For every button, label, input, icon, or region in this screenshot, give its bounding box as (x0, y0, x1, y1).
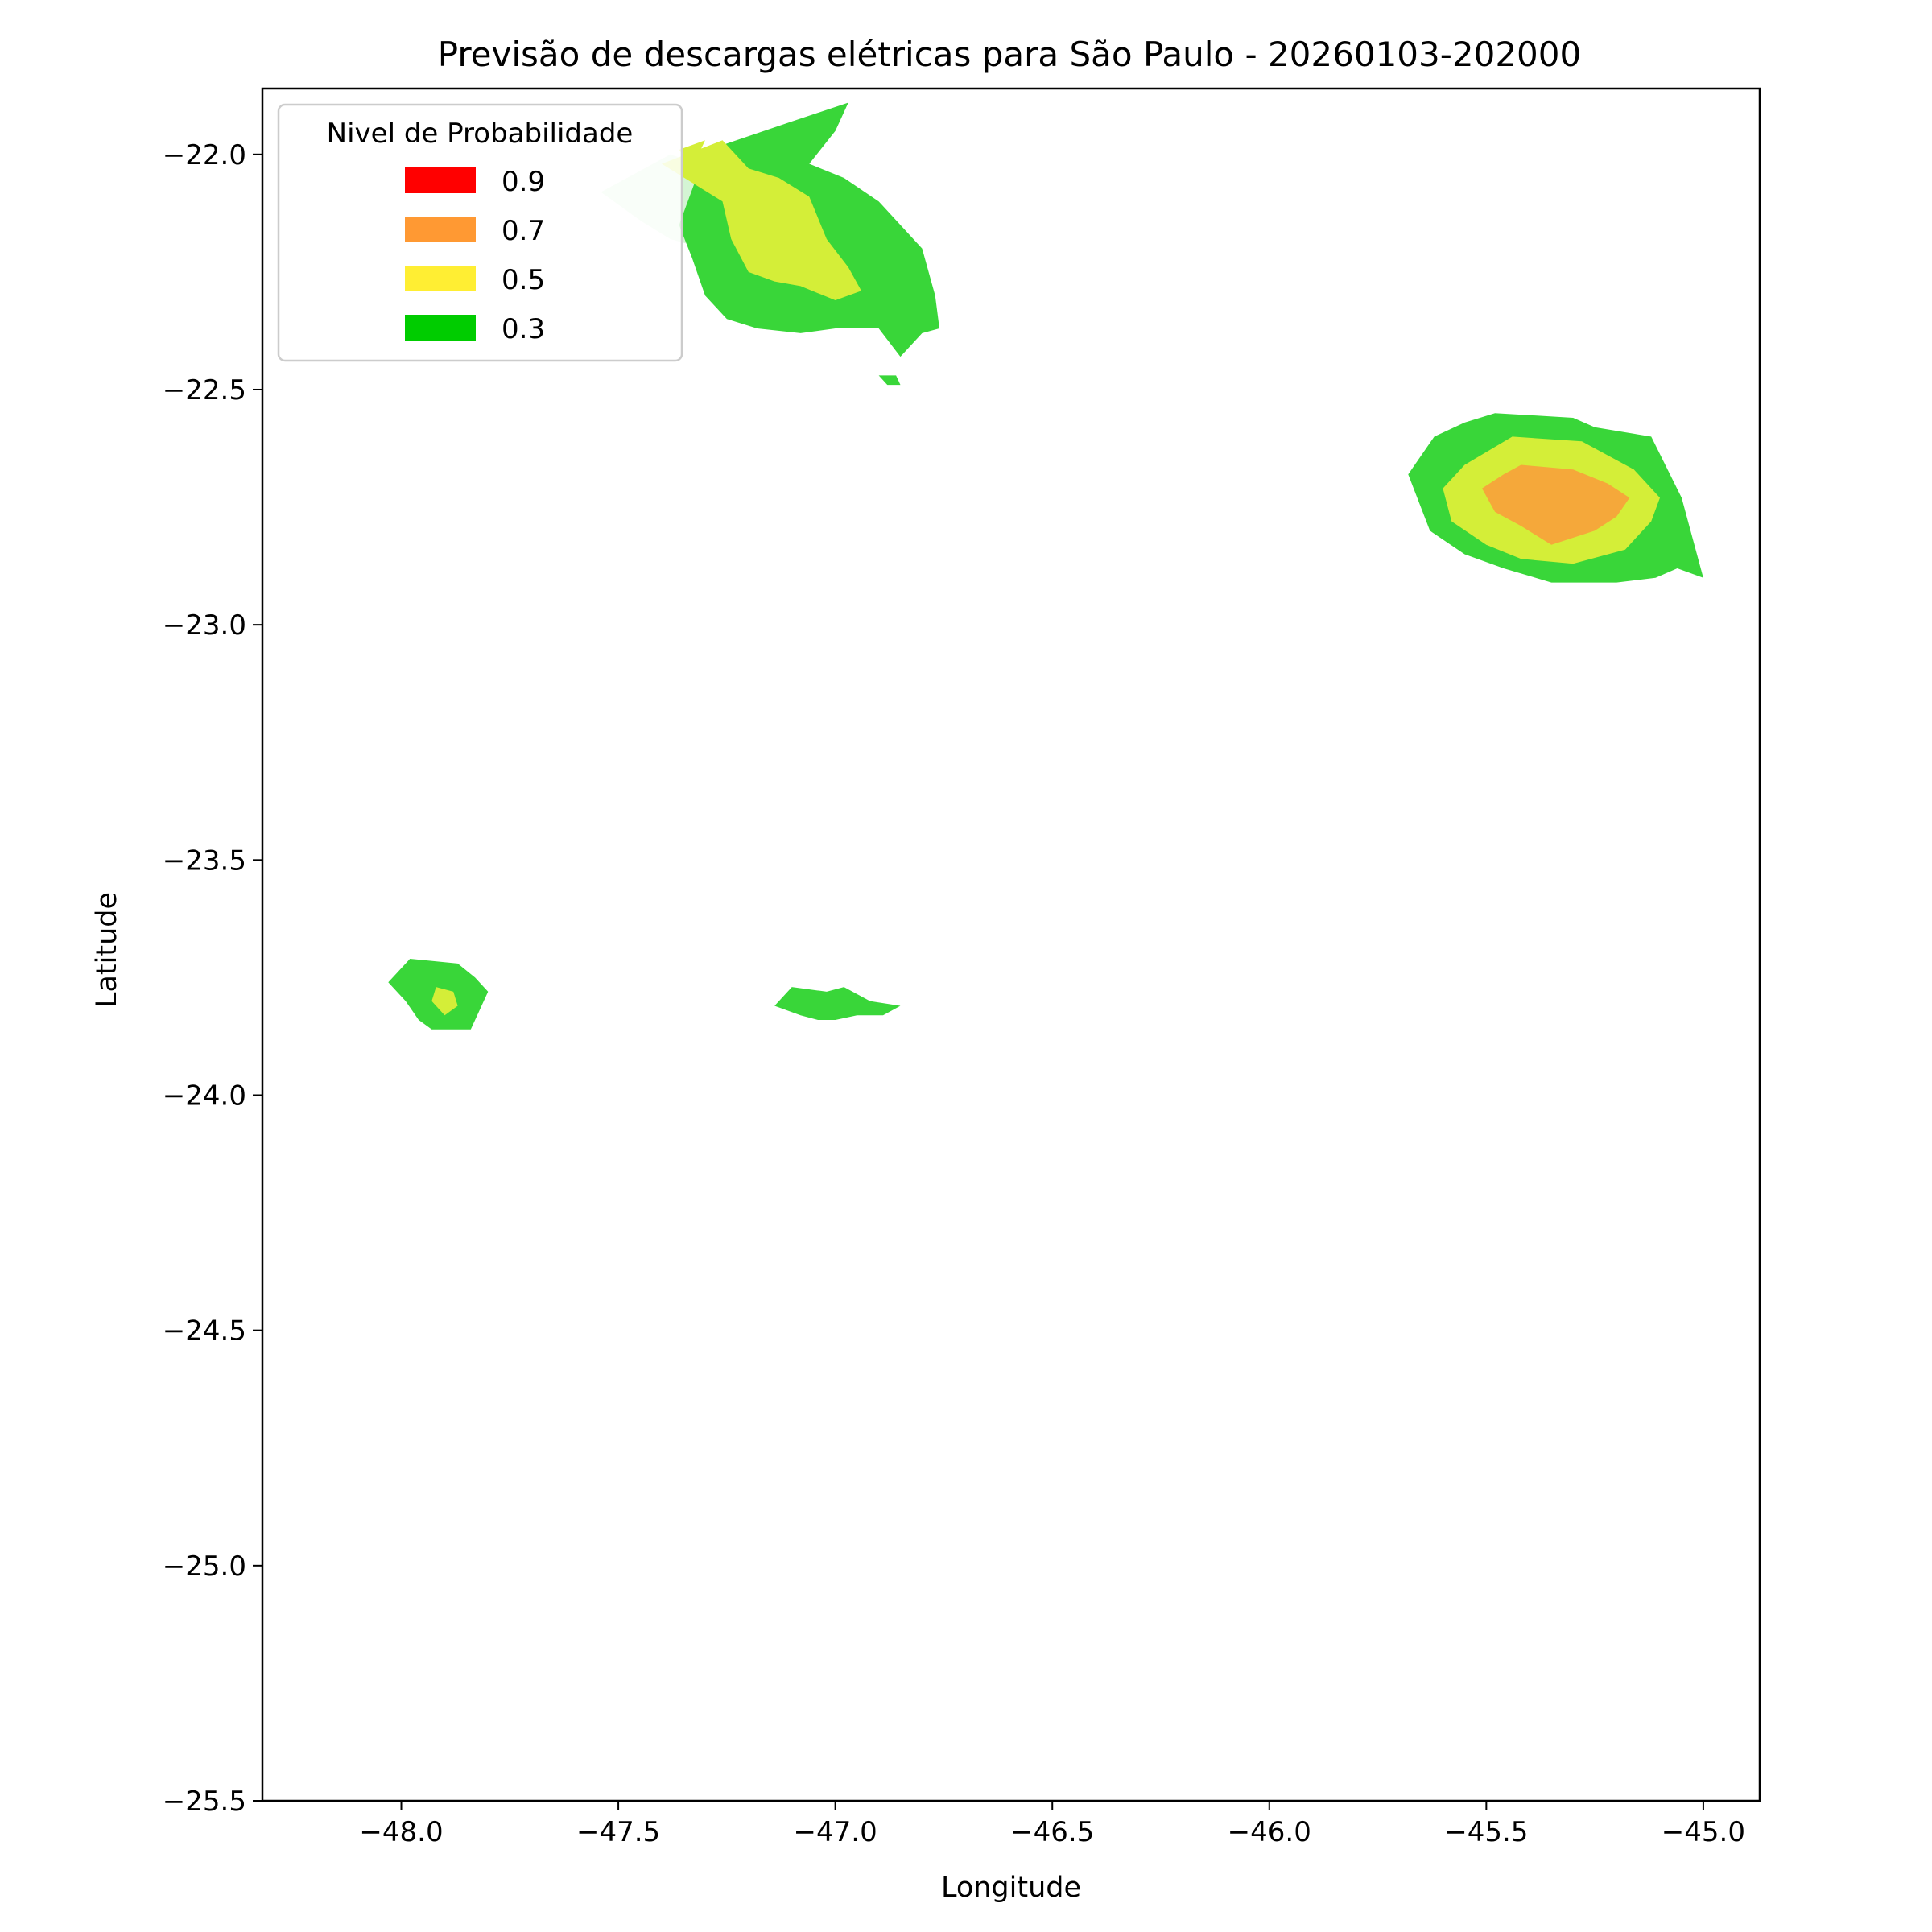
x-axis-ticks: −48.0 −47.5 −47.0 −46.5 −46.0 −45.5 −45.0 (359, 1801, 1745, 1848)
x-tick-label: −47.5 (576, 1816, 660, 1848)
region-northwest-05 (662, 140, 861, 300)
region-southwest-05 (431, 987, 458, 1016)
legend-frame (277, 103, 683, 362)
x-tick-label: −47.0 (794, 1816, 877, 1848)
y-tick-label: −22.0 (163, 139, 246, 171)
y-tick-label: −23.5 (163, 844, 246, 877)
y-tick-label: −25.0 (163, 1550, 246, 1583)
y-axis-ticks: −22.0 −22.5 −23.0 −23.5 −24.0 −24.5 −25.0 −25.5 (163, 139, 262, 1818)
x-axis-label: Longitude (941, 1872, 1081, 1904)
y-tick-label: −23.0 (163, 609, 246, 642)
y-axis-label: Latitude (91, 892, 123, 1008)
y-tick-label: −24.5 (163, 1315, 246, 1348)
plot-frame (261, 87, 1761, 1802)
chart-title: Previsão de descargas elétricas para São… (438, 35, 1581, 74)
region-south-center-03 (774, 987, 901, 1020)
legend-entries: 0.9 0.7 0.5 0.3 (405, 166, 545, 345)
legend-entry-label: 0.3 (502, 313, 545, 345)
region-northwest-05-islet (679, 140, 705, 169)
x-tick-label: −48.0 (359, 1816, 443, 1848)
y-tick-label: −25.5 (163, 1785, 246, 1818)
region-east-07 (1482, 464, 1630, 545)
x-tick-label: −45.5 (1444, 1816, 1528, 1848)
y-tick-label: −22.5 (163, 374, 246, 407)
x-tick-label: −46.5 (1010, 1816, 1094, 1848)
legend: Nivel de Probabilidade 0.9 0.7 0.5 0.3 (277, 103, 683, 362)
legend-swatch (405, 315, 476, 341)
region-northwest-03-islet (878, 375, 901, 386)
y-tick-label: −24.0 (163, 1080, 246, 1112)
legend-entry-label: 0.9 (502, 166, 545, 198)
legend-swatch (405, 167, 476, 193)
legend-swatch (405, 217, 476, 242)
probability-regions (388, 102, 1703, 1030)
legend-entry-label: 0.7 (502, 215, 545, 247)
legend-swatch (405, 266, 476, 291)
legend-entry-label: 0.5 (502, 264, 545, 296)
legend-title: Nivel de Probabilidade (327, 118, 634, 150)
x-tick-label: −45.0 (1662, 1816, 1745, 1848)
x-tick-label: −46.0 (1228, 1816, 1311, 1848)
